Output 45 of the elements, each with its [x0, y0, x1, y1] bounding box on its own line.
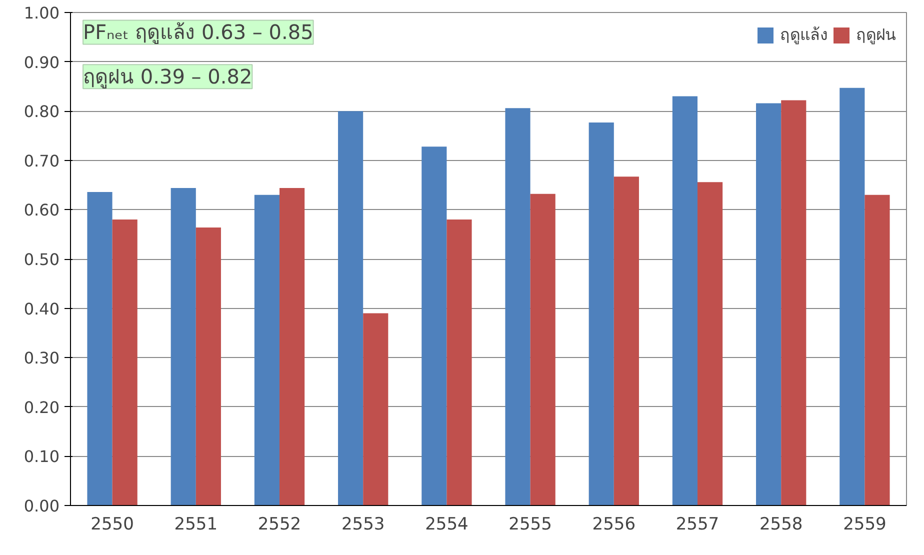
y-tick-label: 1.00	[24, 4, 60, 22]
bar	[112, 220, 138, 506]
bar	[196, 227, 221, 506]
annotation: ฤดูฝน 0.39 – 0.82	[83, 64, 252, 90]
x-tick-label: 2553	[341, 514, 385, 534]
bar	[338, 111, 364, 506]
y-tick-label: 0.80	[24, 102, 60, 122]
y-tick-label: 0.40	[24, 299, 60, 318]
y-tick-label: 0.60	[24, 200, 60, 220]
x-tick-label: 2556	[592, 514, 636, 534]
bar	[781, 100, 806, 506]
bar	[170, 188, 196, 506]
y-tick-label: 0.90	[24, 52, 60, 72]
legend-label: ฤดูฝน	[856, 24, 896, 46]
x-tick-label: 2557	[676, 514, 720, 534]
y-tick-label: 0.30	[24, 348, 60, 368]
bar	[672, 96, 698, 506]
y-tick-label: 0.70	[24, 151, 60, 170]
x-tick-label: 2558	[759, 514, 803, 534]
bar	[87, 192, 112, 506]
x-tick-label: 2559	[843, 514, 886, 534]
x-tick-label: 2555	[508, 514, 552, 534]
bar	[422, 146, 447, 506]
bar	[505, 108, 530, 506]
y-tick-label: 0.20	[24, 398, 60, 417]
bar	[698, 182, 723, 506]
y-tick-label: 0.50	[24, 250, 60, 269]
x-tick-label: 2550	[90, 514, 134, 534]
y-tick-label: 0.10	[24, 447, 60, 466]
bar	[530, 194, 556, 506]
x-tick-label: 2552	[258, 514, 302, 534]
x-tick-label: 2551	[174, 514, 218, 534]
bar	[756, 103, 782, 506]
bar	[446, 220, 472, 506]
bar	[614, 176, 639, 506]
bar	[363, 313, 388, 506]
bar	[864, 194, 890, 506]
x-tick-label: 2554	[425, 514, 468, 534]
bar	[280, 188, 305, 506]
bar	[254, 194, 280, 506]
bar	[840, 88, 865, 506]
y-tick-label: 0.00	[24, 496, 60, 516]
annotation: PFₙₑₜ ฤดูแล้ง 0.63 – 0.85	[83, 20, 314, 46]
bar	[588, 122, 614, 506]
legend-label: ฤดูแล้ง	[780, 24, 828, 46]
